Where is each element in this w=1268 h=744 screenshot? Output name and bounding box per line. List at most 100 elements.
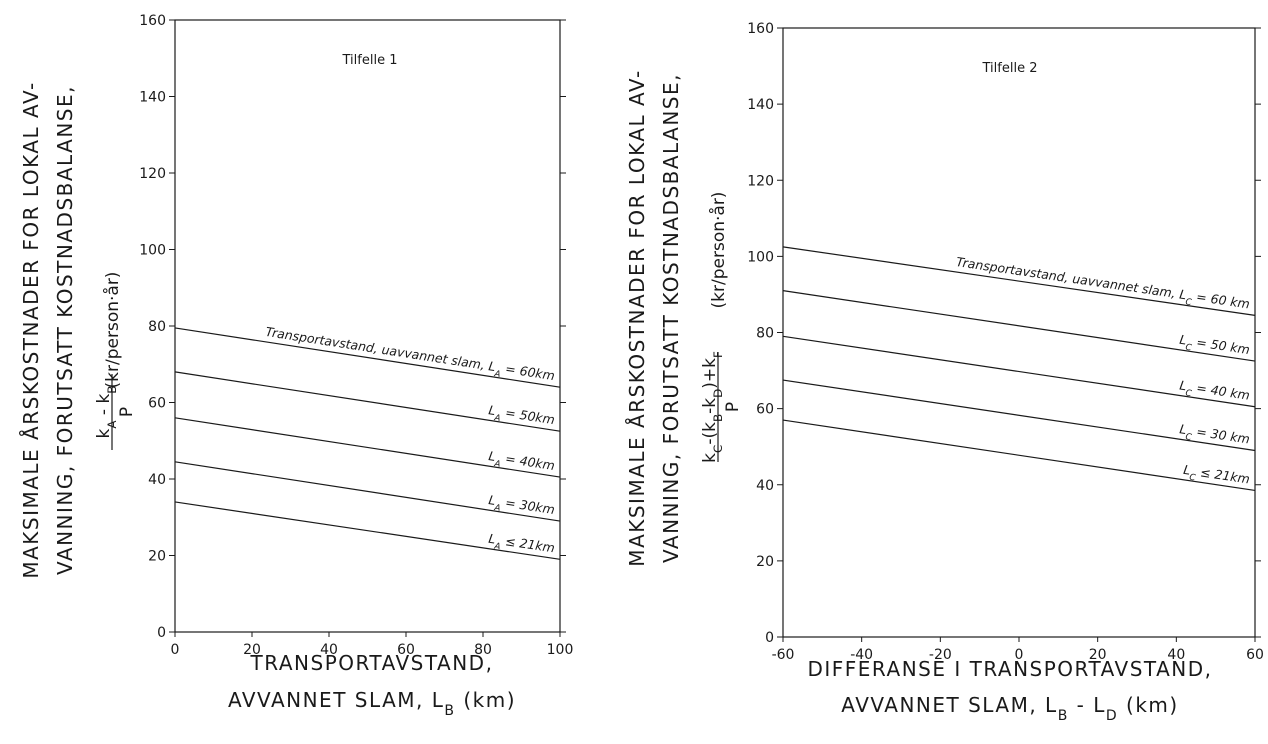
y-tick-label: 20 <box>148 549 166 565</box>
x-axis-label-part: - L <box>1069 693 1106 717</box>
series-label-sub: A <box>493 541 501 552</box>
series-label: LA = 40km <box>487 448 556 478</box>
panel-1: 0 20 40 60 80 100 120 140 160 0 20 40 60 80 100 Tilfell… <box>19 13 573 719</box>
series-line <box>174 461 561 522</box>
series-label: LC = 40 km <box>1178 378 1251 408</box>
y-tick-label: 100 <box>139 243 166 259</box>
y-tick-label: 0 <box>765 630 774 646</box>
series-label: Transportavstand, uavvannet slam, LA = 6… <box>264 324 556 388</box>
x-tick-label: 0 <box>1015 647 1024 663</box>
formula-numerator: kC-(kB-kD)+kF <box>700 351 725 463</box>
series-label: LA = 30km <box>487 492 556 522</box>
y-tick-label: 20 <box>756 554 774 570</box>
chart-title: Tilfelle 2 <box>982 61 1038 76</box>
y-tick-label: 160 <box>747 21 774 37</box>
x-axis-label-line1: DIFFERANSE I TRANSPORTAVSTAND, <box>807 657 1212 681</box>
x-tick-label: -60 <box>772 647 795 663</box>
series-label-sub: C <box>1185 343 1193 354</box>
y-tick-label: 120 <box>747 173 774 189</box>
series-line <box>782 335 1256 408</box>
series-line <box>782 246 1256 316</box>
x-tick-label: 20 <box>243 642 261 658</box>
x-tick-label: 20 <box>1089 647 1107 663</box>
y-axis-label-line1: MAKSIMALE ÅRSKOSTNADER FOR LOKAL AV- <box>625 69 649 566</box>
y-tick-label: 140 <box>747 97 774 113</box>
x-tick-label: 100 <box>547 642 574 658</box>
x-tick-label: 60 <box>397 642 415 658</box>
x-axis-label-sub: B <box>444 703 455 719</box>
series-label-sub: C <box>1185 297 1193 308</box>
series-line <box>782 419 1256 492</box>
series-label-sub: C <box>1185 432 1193 443</box>
series-label: LC = 30 km <box>1178 421 1251 451</box>
y-tick-label: 80 <box>148 319 166 335</box>
series-label-name: L <box>1179 421 1188 437</box>
series-label-name: L <box>488 531 497 547</box>
y-tick-label: 0 <box>157 625 166 641</box>
y-tick-label: 160 <box>139 13 166 29</box>
series-label-sub: A <box>493 459 501 470</box>
series-label-sub: C <box>1185 388 1193 399</box>
series-label-name: L <box>488 492 497 508</box>
y-tick-label: 40 <box>756 478 774 494</box>
y-tick-label: 40 <box>148 472 166 488</box>
x-tick-label: 60 <box>1246 647 1264 663</box>
x-axis-label-sub: B <box>1058 708 1069 724</box>
y-axis-label-line1: MAKSIMALE ÅRSKOSTNADER FOR LOKAL AV- <box>19 81 43 578</box>
panel-2: 0 20 40 60 80 100 120 140 160 -60 -40 -20 0 20 40 60 Til… <box>625 21 1264 724</box>
formula-part: -(k <box>700 422 720 445</box>
x-axis-label-part: AVVANNET SLAM, L <box>841 693 1057 717</box>
series-label-name: L <box>488 402 497 418</box>
series-label: LC = 50 km <box>1178 332 1251 362</box>
x-tick-label: -40 <box>850 647 873 663</box>
series-label-suffix: = 40 km <box>1191 379 1250 402</box>
y-tick-label: 60 <box>148 396 166 412</box>
formula-unit: (kr/person·år) <box>708 192 729 309</box>
series-line <box>174 371 561 432</box>
series-label-sub: A <box>493 413 501 424</box>
x-axis-label-line2: AVVANNET SLAM, LB - LD (km) <box>841 693 1178 724</box>
series-label-sub: A <box>493 503 501 514</box>
formula-part: k <box>94 428 114 438</box>
series-label-sub: A <box>493 369 501 380</box>
x-tick-label: 40 <box>1167 647 1185 663</box>
x-tick-label: -20 <box>929 647 952 663</box>
y-axis-label-line2: VANNING, FORUTSATT KOSTNADSBALANSE, <box>53 85 77 575</box>
chart-title: Tilfelle 1 <box>342 53 398 68</box>
series-line <box>174 327 561 388</box>
series-label-name: L <box>1179 378 1188 394</box>
series-label-suffix: = 50 km <box>1191 334 1250 357</box>
y-tick-label: 120 <box>139 166 166 182</box>
x-tick-label: 40 <box>320 642 338 658</box>
series-label-name: Transportavstand, uavvannet slam, L <box>955 254 1187 302</box>
formula-part: k <box>700 453 720 463</box>
series-label: LA = 50km <box>487 402 556 432</box>
x-axis-label-sub: D <box>1106 708 1118 724</box>
series-label-name: L <box>1182 462 1191 478</box>
formula-part: )+k <box>700 358 720 389</box>
y-tick-label: 100 <box>747 249 774 265</box>
series-label-name: L <box>1179 332 1188 348</box>
series-line <box>174 417 561 478</box>
y-axis-formula: kC-(kB-kD)+kFP <box>700 351 743 463</box>
y-tick-label: 60 <box>756 402 774 418</box>
x-axis-label-part: (km) <box>1118 693 1179 717</box>
x-tick-label: 0 <box>171 642 180 658</box>
series-label: LC ≤ 21km <box>1182 462 1251 492</box>
series-label: Transportavstand, uavvannet slam, LC = 6… <box>954 254 1250 316</box>
series-label: LA ≤ 21km <box>487 531 556 561</box>
x-axis-label-part: AVVANNET SLAM, L <box>228 688 444 712</box>
y-tick-label: 140 <box>139 90 166 106</box>
formula-part: -k <box>700 398 720 414</box>
formula-unit: (kr/person·år) <box>102 272 123 389</box>
formula-part: - k <box>94 394 114 421</box>
x-axis-label-line2: AVVANNET SLAM, LB (km) <box>228 688 516 719</box>
series-line <box>782 290 1256 362</box>
x-tick-label: 80 <box>474 642 492 658</box>
series-line <box>782 379 1256 452</box>
series-label-name: Transportavstand, uavvannet slam, L <box>265 324 497 374</box>
y-axis-label-line2: VANNING, FORUTSATT KOSTNADSBALANSE, <box>659 73 683 563</box>
y-axis-formula: kA - kBP <box>94 374 137 450</box>
formula-denominator: P <box>117 407 137 417</box>
x-axis-label-part: (km) <box>455 688 516 712</box>
